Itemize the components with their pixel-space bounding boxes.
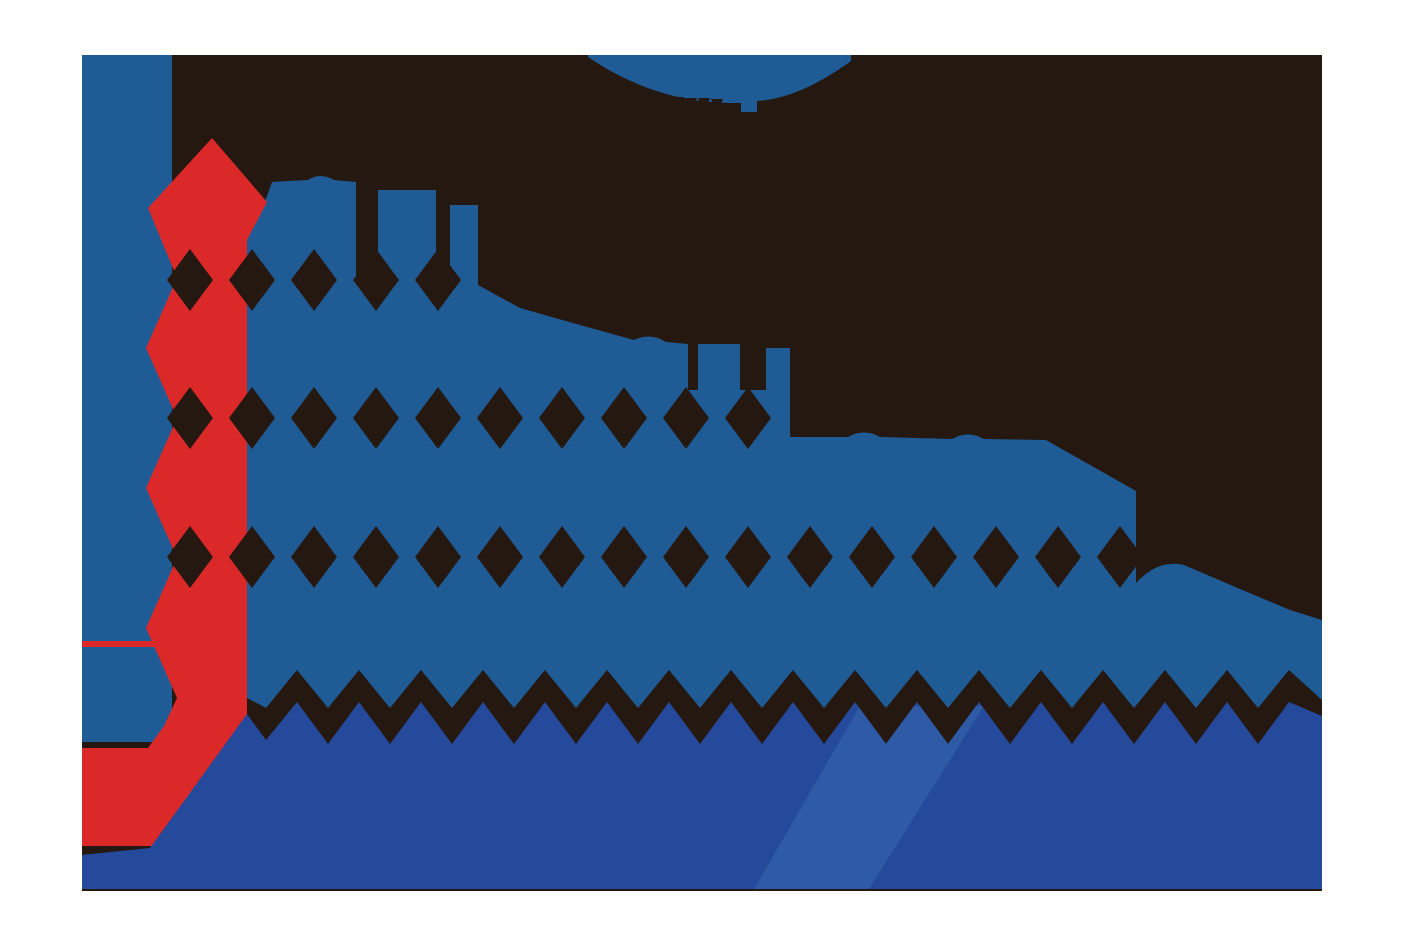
swoosh-notch xyxy=(672,97,684,110)
red-ribbon xyxy=(82,138,267,846)
swoosh-notch xyxy=(711,99,723,112)
lattice-hole xyxy=(725,387,771,449)
lattice-hole-row-2 xyxy=(167,387,771,449)
lattice-hole xyxy=(1035,526,1081,588)
lattice-hole xyxy=(167,249,213,311)
lattice-hole xyxy=(539,387,585,449)
lattice-hole xyxy=(601,387,647,449)
lattice-hole xyxy=(415,526,461,588)
lattice-hole-row-1 xyxy=(167,249,461,311)
lattice-hole xyxy=(973,526,1019,588)
lattice-hole xyxy=(415,387,461,449)
lattice-hole xyxy=(477,526,523,588)
swoosh-notch xyxy=(646,95,658,108)
lattice-hole xyxy=(353,387,399,449)
lattice-hole xyxy=(477,387,523,449)
lattice-hole xyxy=(539,526,585,588)
lattice-hole xyxy=(229,249,275,311)
lattice-hole xyxy=(353,526,399,588)
frame-mask-right xyxy=(1322,0,1402,945)
lattice-hole xyxy=(291,526,337,588)
lattice-hole xyxy=(663,526,709,588)
diagonal-stripe xyxy=(754,706,984,889)
lattice-hole xyxy=(911,526,957,588)
lattice-hole xyxy=(725,526,771,588)
swoosh-notch xyxy=(685,98,697,111)
frame-mask-left xyxy=(0,0,82,945)
frame-mask-bottom xyxy=(0,891,1402,945)
arc-swoosh xyxy=(588,55,851,112)
lattice-hole xyxy=(1097,526,1143,588)
lattice-hole xyxy=(291,249,337,311)
lattice-hole xyxy=(663,387,709,449)
lattice-hole xyxy=(787,526,833,588)
red-dash xyxy=(82,641,163,647)
lattice-hole xyxy=(415,249,461,311)
lattice-hole xyxy=(849,526,895,588)
red-tooth xyxy=(214,698,246,718)
lattice-hole xyxy=(167,387,213,449)
swoosh-notch xyxy=(698,98,710,111)
swoosh-notch xyxy=(659,96,671,109)
frame-mask-top xyxy=(0,0,1402,55)
lattice-hole xyxy=(291,387,337,449)
navy-base-band xyxy=(82,702,1322,889)
lattice-hole-row-3 xyxy=(167,526,1143,588)
lattice-hole xyxy=(229,387,275,449)
lattice-hole xyxy=(167,526,213,588)
lattice-hole xyxy=(229,526,275,588)
lattice-hole xyxy=(353,249,399,311)
lattice-hole xyxy=(601,526,647,588)
